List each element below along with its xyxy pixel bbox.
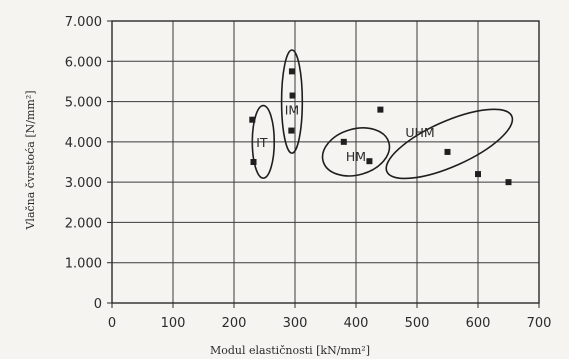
plot-frame	[111, 20, 540, 304]
y-tick-label: 7.000	[65, 15, 102, 30]
group-label-uhm: UHM	[405, 125, 434, 140]
data-point	[377, 106, 384, 113]
data-point	[340, 138, 347, 145]
data-points	[249, 68, 512, 186]
data-point	[289, 92, 296, 99]
y-tick-label: 1.000	[65, 257, 102, 272]
group-label-ht: HT	[250, 135, 267, 150]
group-ellipse-im	[280, 49, 304, 154]
group-ellipse-uhm	[385, 108, 514, 180]
x-tick-labels: 0 100 200 300 400 500 600 700	[108, 303, 552, 331]
x-tick-label: 500	[405, 316, 430, 331]
x-tick-label: 100	[161, 316, 186, 331]
data-point	[444, 148, 451, 155]
group-ellipse-ht	[251, 104, 276, 179]
x-tick-label: 300	[283, 316, 308, 331]
y-tick-labels: 0 1.000 2.000 3.000 4.000 5.000 6.000 7.000	[65, 15, 112, 312]
y-tick-label: 6.000	[65, 55, 102, 70]
y-tick-label: 2.000	[65, 216, 102, 231]
data-point	[366, 158, 373, 165]
data-point	[249, 116, 256, 123]
y-tick-label: 4.000	[65, 136, 102, 151]
data-point	[475, 171, 481, 178]
x-tick-label: 700	[527, 316, 552, 331]
y-tick-label: 0	[94, 297, 102, 312]
x-tick-label: 200	[222, 316, 247, 331]
y-tick-label: 3.000	[65, 176, 102, 191]
y-axis-title: Vlačna čvrstoća [N/mm²]	[24, 90, 37, 230]
data-point	[505, 179, 512, 186]
group-labels: HT IM HM UHM	[250, 103, 434, 164]
y-tick-label: 5.000	[65, 96, 102, 111]
data-point	[288, 127, 295, 134]
group-label-hm: HM	[346, 149, 366, 164]
group-ellipse-hm	[321, 127, 391, 177]
x-tick-label: 600	[466, 316, 491, 331]
data-point	[288, 68, 295, 75]
data-point	[250, 159, 257, 165]
group-label-im: IM	[285, 103, 299, 118]
x-axis-title: Modul elastičnosti [kN/mm²]	[210, 344, 370, 357]
grid-lines	[111, 20, 540, 304]
group-ellipses	[251, 49, 514, 180]
x-tick-label: 0	[108, 316, 116, 331]
plot-border	[111, 20, 540, 304]
x-tick-label: 400	[344, 316, 369, 331]
